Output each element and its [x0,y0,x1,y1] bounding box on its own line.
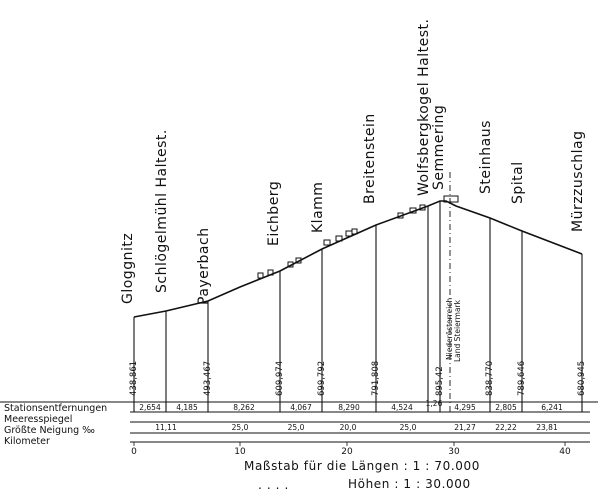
border-label-styria: Land Steiermark [453,299,462,362]
distance-value: 2,654 [139,403,161,412]
gradient-value: 25,0 [288,423,305,432]
legend-gradient: Größte Neigung ‰ [4,425,95,436]
km-label: 40 [559,447,571,457]
legend-distances: Stationsentfernungen [4,403,107,414]
legend-sea-level: Meeresspiegel [4,414,72,425]
station-name-klamm: Klamm [310,182,326,233]
distance-value: 1,26 [426,399,443,408]
km-label: 0 [131,447,137,457]
border-label-lower-austria: Niederösterreich [445,298,454,360]
profile-line [133,200,583,318]
station-name-wolfsbergkogel: Wolfsbergkogel Haltest. [416,19,432,196]
tunnel-marks [257,195,459,279]
distance-row: 2,654 4,185 8,262 4,067 8,290 4,524 1,26… [139,399,563,412]
station-name-muerzzuschlag: Mürzzuschlag [570,131,586,233]
gradient-value: 23,81 [536,423,558,432]
scale-height-dots: . . . . [258,478,289,492]
gradient-value: 21,27 [454,423,476,432]
elevation-spital: 789,646 [517,361,527,396]
station-name-schloegelmuehl: Schlögelmühl Haltest. [154,129,170,293]
distance-value: 8,290 [338,403,360,412]
distance-value: 4,524 [391,403,413,412]
distance-value: 4,295 [454,403,476,412]
elevation-steinhaus: 838,770 [485,361,495,396]
station-lines [133,201,583,412]
km-label: 30 [448,447,460,457]
km-label: 20 [341,447,353,457]
elevation-klamm: 699,792 [317,361,327,396]
station-name-eichberg: Eichberg [266,181,282,246]
elevation-muerzzuschlag: 680,945 [577,361,587,396]
station-name-semmering: Semmering [431,105,447,190]
legend: Stationsentfernungen Meeresspiegel Größt… [4,403,107,447]
gradient-value: 25,0 [400,423,417,432]
gradient-value: 11,11 [155,423,177,432]
table-rules [0,401,598,443]
scale-height: Höhen : 1 : 30.000 [348,477,471,491]
gradient-value: 25,0 [232,423,249,432]
elevation-semmering: 895,42 [435,366,445,396]
kilometer-labels: 0 10 20 30 40 [131,447,571,457]
station-names: Gloggnitz Schlögelmühl Haltest. Payerbac… [120,19,586,305]
station-name-spital: Spital [510,161,526,204]
distance-value: 2,805 [495,403,517,412]
gradient-value: 20,0 [340,423,357,432]
gradient-row: 11,11 25,0 25,0 20,0 25,0 21,27 22,22 23… [155,423,558,432]
distance-value: 4,067 [290,403,312,412]
station-name-breitenstein: Breitenstein [362,113,378,204]
elevation-payerbach: 493,467 [203,361,213,396]
elevation-eichberg: 609,974 [275,361,285,396]
station-name-payerbach: Payerbach [196,227,212,305]
legend-kilometer: Kilometer [4,436,50,447]
scale-length: Maßstab für die Längen : 1 : 70.000 [244,459,480,473]
elevation-values: 438,861 493,467 609,974 699,792 791,808 … [129,361,587,396]
state-border-label: Niederösterreich Land Steiermark [445,298,462,362]
kilometer-tick-marks [133,442,566,446]
station-name-steinhaus: Steinhaus [478,120,494,194]
elevation-gloggnitz: 438,861 [129,361,139,396]
scale-notes: Maßstab für die Längen : 1 : 70.000 . . … [244,459,480,492]
distance-value: 6,241 [541,403,563,412]
gradient-value: 22,22 [495,423,517,432]
station-name-gloggnitz: Gloggnitz [120,233,136,304]
distance-value: 4,185 [176,403,198,412]
distance-value: 8,262 [233,403,255,412]
elevation-breitenstein: 791,808 [371,361,381,396]
km-label: 10 [234,447,246,457]
